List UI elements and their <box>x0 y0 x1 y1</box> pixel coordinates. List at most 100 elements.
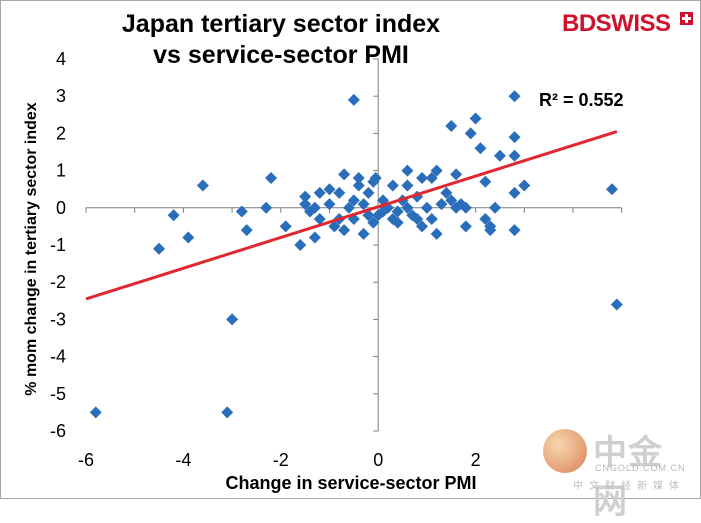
data-point <box>484 224 497 237</box>
watermark-en: CNGOLD.COM.CN <box>595 463 686 473</box>
x-tick-label: -6 <box>78 450 94 470</box>
data-point <box>474 142 487 155</box>
data-point <box>308 231 321 244</box>
data-point <box>226 313 239 326</box>
data-point <box>221 406 234 419</box>
y-tick-label: 1 <box>56 161 66 181</box>
y-tick-label: 2 <box>56 123 66 143</box>
data-point <box>153 242 166 255</box>
swiss-cross-icon <box>680 12 693 25</box>
data-point <box>338 168 351 181</box>
data-point <box>167 209 180 222</box>
data-point <box>435 198 448 211</box>
y-tick-label: 4 <box>56 49 66 69</box>
data-point <box>445 194 458 207</box>
data-point <box>508 131 521 144</box>
cngold-watermark: 中金网 CNGOLD.COM.CN 中文财经新媒体 <box>543 425 693 522</box>
data-point <box>357 227 370 240</box>
data-point <box>489 201 502 214</box>
data-point <box>308 201 321 214</box>
y-tick-label: -3 <box>50 309 66 329</box>
data-point <box>357 198 370 211</box>
data-point <box>508 149 521 162</box>
x-tick-label: 2 <box>471 450 481 470</box>
watermark-sub: 中文财经新媒体 <box>573 481 685 492</box>
data-point <box>367 216 380 229</box>
data-point <box>416 220 429 233</box>
data-point <box>265 172 278 185</box>
data-point <box>279 220 292 233</box>
data-point <box>342 201 355 214</box>
data-point <box>459 201 472 214</box>
y-tick-label: -5 <box>50 384 66 404</box>
bdswiss-logo-bd: BD <box>562 10 596 37</box>
data-point <box>479 175 492 188</box>
data-point <box>299 190 312 203</box>
data-point <box>445 119 458 132</box>
y-axis-label: % mom change in tertiary sector index <box>23 102 40 396</box>
data-point <box>493 149 506 162</box>
data-point <box>401 164 414 177</box>
data-point <box>386 179 399 192</box>
x-tick-label: 0 <box>373 450 383 470</box>
data-point <box>508 224 521 237</box>
x-tick-label: -4 <box>175 450 191 470</box>
data-point <box>313 186 326 199</box>
data-point <box>323 183 336 196</box>
data-point <box>401 201 414 214</box>
y-tick-label: -4 <box>50 347 66 367</box>
chart-title-line-1: Japan tertiary sector index <box>121 10 441 38</box>
bdswiss-logo-swiss: SWISS <box>595 10 671 37</box>
data-point <box>430 164 443 177</box>
bdswiss-logo: BDSWISS <box>562 9 693 39</box>
chart-title: Japan tertiary sector index vs service-s… <box>111 9 451 71</box>
data-point <box>235 205 248 218</box>
data-point <box>323 198 336 211</box>
y-tick-label: 0 <box>56 198 66 218</box>
data-point <box>260 201 273 214</box>
data-point <box>338 224 351 237</box>
data-point <box>240 224 253 237</box>
data-point <box>294 239 307 251</box>
data-point <box>391 216 404 229</box>
data-point <box>464 127 477 140</box>
data-point <box>352 172 365 185</box>
y-tick-label: 3 <box>56 86 66 106</box>
data-point <box>610 298 623 311</box>
data-point <box>333 186 346 199</box>
data-point <box>430 227 443 240</box>
scatter-plot: -6 -5 -4 -3 -2 -1 0 1 2 3 4 -6 -4 -2 0 2 <box>50 49 623 470</box>
trend-line <box>85 130 618 301</box>
y-tick-label: -1 <box>50 235 66 255</box>
x-tick-label: -2 <box>273 450 289 470</box>
r-squared-label: R² = 0.552 <box>539 90 624 110</box>
data-point <box>391 205 404 218</box>
watermark-cn: 中金网 <box>593 433 663 522</box>
data-point <box>420 201 433 214</box>
data-point <box>440 186 453 199</box>
data-point <box>182 231 195 244</box>
chart-title-line-2: vs service-sector PMI <box>153 41 409 69</box>
data-point <box>369 172 382 185</box>
x-axis-label: Change in service-sector PMI <box>225 473 477 493</box>
data-point <box>328 220 341 233</box>
data-point <box>352 179 365 192</box>
data-point <box>362 186 375 199</box>
data-point <box>401 179 414 192</box>
data-point <box>299 198 312 211</box>
data-point <box>313 212 326 225</box>
data-point <box>605 183 618 196</box>
data-point <box>459 220 472 233</box>
data-point <box>425 172 438 185</box>
data-point <box>411 212 424 225</box>
data-point <box>347 93 360 106</box>
data-point <box>89 406 102 419</box>
data-point <box>518 179 531 192</box>
data-point <box>479 212 492 225</box>
data-point <box>469 112 482 125</box>
data-point <box>450 168 463 181</box>
data-point <box>416 172 429 185</box>
data-point <box>425 212 438 225</box>
data-point <box>196 179 209 192</box>
